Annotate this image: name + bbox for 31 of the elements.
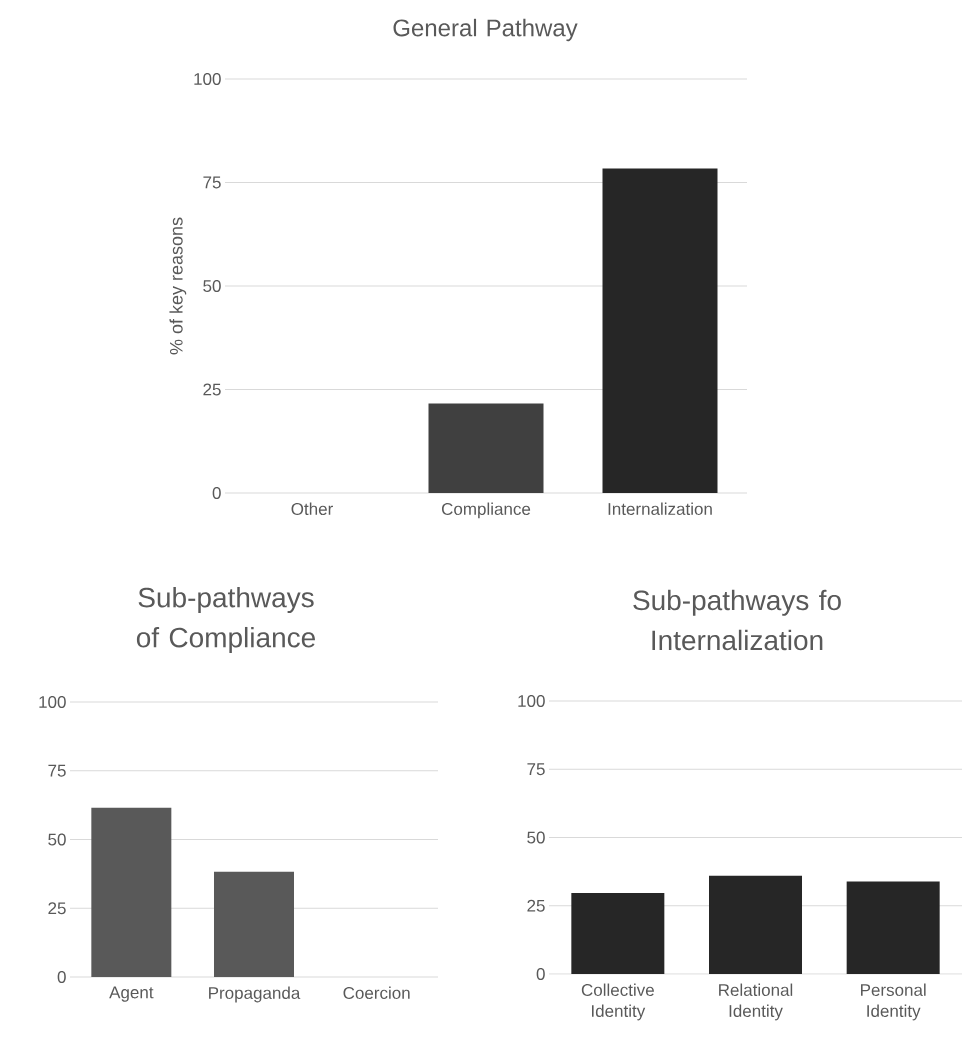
chart-title: Sub-pathways fo Internalization: [633, 589, 841, 651]
x-tick-label: Propaganda: [209, 986, 301, 1003]
y-tick-label: 75: [203, 176, 221, 189]
x-tick-label: Internalization: [608, 502, 712, 516]
bar: [709, 875, 802, 974]
y-tick-label: 25: [203, 383, 221, 396]
bar: [571, 892, 665, 974]
y-tick-label: 100: [518, 694, 545, 708]
x-tick-label: Agent: [109, 986, 154, 1002]
x-tick-label: Collective Identity: [581, 983, 654, 1021]
x-tick-label: Coercion: [343, 986, 410, 1000]
bar: [846, 881, 940, 974]
y-tick-label: 0: [57, 970, 66, 984]
y-tick-label: 75: [48, 764, 66, 777]
y-tick-label: 0: [212, 486, 221, 500]
y-tick-label: 100: [194, 72, 221, 86]
y-axis-title: % of key reasons: [169, 217, 187, 355]
x-tick-label: Other: [291, 502, 333, 516]
y-tick-label: 50: [203, 279, 221, 293]
y-tick-label: 50: [527, 831, 545, 844]
y-tick-label: 50: [48, 833, 66, 846]
x-tick-label: Compliance: [441, 502, 531, 519]
y-tick-label: 0: [536, 967, 545, 981]
y-tick-label: 25: [527, 899, 545, 912]
y-tick-label: 100: [39, 695, 66, 709]
chart-title: Sub-pathways of Compliance: [136, 586, 315, 654]
x-tick-label: Personal Identity: [861, 983, 926, 1021]
chart-title: General Pathway: [393, 18, 578, 42]
y-tick-label: 25: [48, 902, 66, 915]
y-tick-label: 75: [527, 763, 545, 776]
x-tick-label: Relational Identity: [719, 983, 793, 1021]
